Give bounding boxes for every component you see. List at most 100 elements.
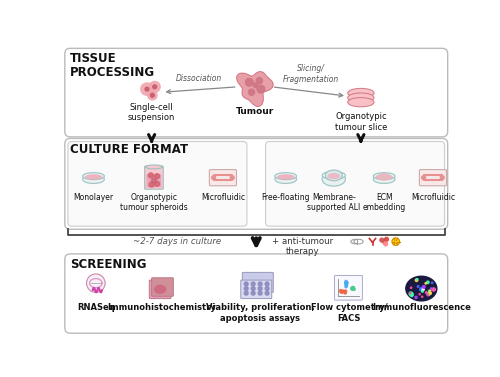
Circle shape [380, 238, 384, 242]
Circle shape [345, 282, 347, 284]
FancyBboxPatch shape [152, 278, 174, 296]
Circle shape [428, 290, 430, 291]
Text: Immunohistochemistry: Immunohistochemistry [108, 303, 216, 312]
FancyBboxPatch shape [68, 141, 247, 226]
Circle shape [145, 87, 149, 91]
Circle shape [351, 287, 354, 290]
Circle shape [258, 287, 262, 291]
Circle shape [340, 291, 342, 293]
Text: ~2-7 days in culture: ~2-7 days in culture [133, 237, 222, 246]
Text: Microfluidic: Microfluidic [201, 193, 245, 202]
Text: CULTURE FORMAT: CULTURE FORMAT [70, 143, 188, 156]
Circle shape [344, 290, 347, 292]
Circle shape [152, 178, 156, 183]
Circle shape [384, 238, 388, 241]
Circle shape [346, 284, 348, 287]
Circle shape [340, 290, 342, 292]
Circle shape [149, 182, 154, 187]
Ellipse shape [374, 173, 395, 179]
Ellipse shape [348, 93, 374, 102]
FancyBboxPatch shape [150, 280, 171, 299]
Circle shape [353, 288, 356, 290]
Circle shape [352, 287, 354, 289]
Circle shape [432, 288, 435, 291]
Circle shape [251, 291, 255, 295]
Circle shape [352, 287, 354, 289]
Text: Organotypic
tumour spheroids: Organotypic tumour spheroids [120, 193, 188, 212]
Circle shape [265, 291, 269, 295]
Circle shape [421, 288, 424, 291]
Circle shape [150, 81, 160, 92]
Circle shape [153, 85, 156, 89]
Circle shape [345, 283, 347, 285]
Circle shape [258, 282, 262, 286]
Ellipse shape [348, 88, 374, 98]
Text: Organotypic
tumour slice: Organotypic tumour slice [334, 112, 387, 132]
Circle shape [212, 176, 216, 179]
Text: + anti-tumour
therapy: + anti-tumour therapy [272, 237, 334, 256]
Circle shape [351, 287, 354, 290]
Text: Slicing/
Fragmentation: Slicing/ Fragmentation [283, 64, 340, 84]
Ellipse shape [277, 174, 294, 179]
Ellipse shape [348, 98, 374, 107]
Circle shape [422, 296, 423, 297]
Ellipse shape [374, 175, 395, 184]
Text: Flow cytometry/
FACS: Flow cytometry/ FACS [311, 303, 388, 323]
Circle shape [342, 290, 345, 292]
Circle shape [86, 274, 105, 293]
Circle shape [420, 288, 423, 291]
Text: Monolayer: Monolayer [74, 193, 114, 202]
Ellipse shape [154, 285, 166, 294]
Text: Viability, proliferation,
apoptosis assays: Viability, proliferation, apoptosis assa… [206, 303, 314, 323]
Circle shape [345, 280, 347, 283]
FancyBboxPatch shape [146, 174, 162, 187]
FancyBboxPatch shape [65, 48, 448, 137]
FancyBboxPatch shape [420, 170, 446, 186]
Circle shape [429, 292, 432, 294]
Text: Immunofluorescence: Immunofluorescence [372, 303, 471, 312]
Circle shape [344, 291, 346, 293]
Circle shape [257, 85, 265, 93]
Text: Membrane-
supported ALI: Membrane- supported ALI [307, 193, 360, 212]
Circle shape [230, 176, 234, 179]
FancyBboxPatch shape [65, 254, 448, 333]
FancyBboxPatch shape [241, 280, 272, 299]
FancyBboxPatch shape [144, 166, 163, 189]
Ellipse shape [322, 172, 345, 179]
Circle shape [150, 93, 154, 97]
Circle shape [384, 242, 388, 246]
Circle shape [341, 291, 344, 293]
Circle shape [251, 282, 255, 286]
Circle shape [244, 291, 248, 295]
Circle shape [410, 293, 411, 294]
Circle shape [426, 292, 427, 293]
Circle shape [345, 282, 348, 285]
Circle shape [426, 292, 427, 293]
Circle shape [256, 78, 262, 84]
Circle shape [422, 285, 425, 288]
Text: ECM
embedding: ECM embedding [362, 193, 406, 212]
Ellipse shape [275, 173, 296, 179]
Ellipse shape [406, 276, 437, 301]
Circle shape [422, 291, 424, 292]
Circle shape [265, 287, 269, 291]
Circle shape [351, 288, 354, 290]
Circle shape [154, 174, 160, 179]
Text: TISSUE
PROCESSING: TISSUE PROCESSING [70, 52, 156, 79]
Circle shape [425, 283, 426, 284]
FancyBboxPatch shape [242, 273, 274, 293]
Text: Free-floating: Free-floating [262, 193, 310, 202]
Circle shape [410, 287, 412, 288]
Circle shape [141, 83, 153, 95]
Ellipse shape [275, 175, 296, 184]
Circle shape [148, 173, 154, 178]
Circle shape [244, 287, 248, 291]
Text: RNASeq: RNASeq [77, 303, 114, 312]
Circle shape [346, 282, 348, 284]
Circle shape [419, 294, 420, 295]
Text: Tumour: Tumour [236, 107, 274, 116]
FancyBboxPatch shape [65, 138, 448, 229]
Circle shape [416, 279, 418, 282]
Circle shape [258, 291, 262, 295]
Circle shape [345, 285, 347, 288]
